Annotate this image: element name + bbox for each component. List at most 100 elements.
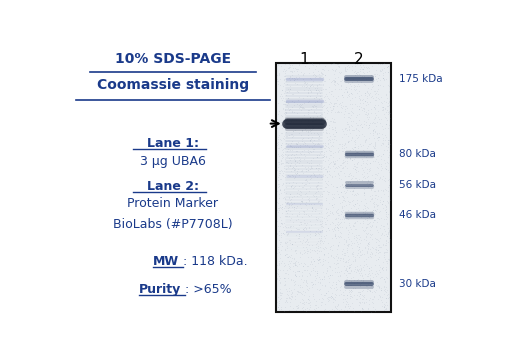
Point	[333, 80, 341, 86]
Point	[288, 194, 296, 200]
Point	[383, 276, 391, 282]
Point	[365, 122, 373, 128]
Point	[357, 308, 365, 314]
Point	[303, 93, 311, 98]
Point	[375, 244, 383, 250]
Point	[379, 187, 387, 193]
Point	[360, 267, 368, 273]
Point	[347, 288, 356, 293]
Point	[286, 260, 294, 266]
Point	[316, 150, 324, 156]
Point	[319, 66, 327, 71]
Point	[289, 165, 297, 170]
Point	[371, 120, 380, 126]
Point	[342, 298, 350, 304]
Point	[338, 203, 346, 209]
Point	[315, 257, 323, 263]
Point	[289, 282, 297, 288]
Point	[347, 268, 355, 274]
Point	[314, 199, 322, 205]
Point	[353, 200, 361, 206]
Point	[328, 116, 336, 121]
Point	[330, 79, 338, 85]
Point	[351, 219, 359, 225]
Point	[280, 76, 288, 82]
Point	[321, 72, 330, 77]
Point	[384, 291, 392, 297]
Point	[320, 215, 328, 221]
Point	[328, 235, 336, 240]
Point	[324, 144, 333, 150]
Point	[343, 276, 351, 282]
Point	[335, 109, 343, 115]
Point	[384, 144, 392, 150]
Point	[278, 210, 286, 216]
Point	[350, 220, 358, 226]
Point	[279, 230, 287, 236]
Point	[283, 92, 291, 98]
Point	[384, 184, 392, 190]
Point	[351, 226, 359, 232]
Point	[299, 104, 308, 109]
Point	[371, 141, 379, 147]
Point	[307, 166, 315, 171]
Point	[349, 165, 357, 171]
Point	[331, 195, 339, 201]
Point	[344, 75, 353, 81]
Point	[323, 296, 332, 302]
Point	[327, 252, 335, 258]
Point	[342, 103, 350, 109]
Point	[310, 109, 318, 114]
Point	[308, 118, 316, 124]
Point	[287, 183, 295, 189]
Point	[374, 203, 382, 209]
Point	[276, 255, 284, 261]
Point	[342, 267, 351, 273]
Point	[319, 86, 328, 91]
Point	[304, 132, 312, 138]
Point	[291, 161, 299, 167]
Point	[344, 253, 352, 259]
Point	[300, 289, 309, 295]
Point	[326, 246, 334, 252]
Point	[361, 228, 369, 233]
Point	[304, 254, 312, 260]
Point	[367, 233, 375, 238]
Point	[310, 296, 318, 302]
Point	[340, 111, 348, 117]
Point	[284, 172, 292, 177]
Point	[316, 256, 324, 262]
Point	[336, 176, 344, 182]
Point	[280, 231, 288, 237]
Point	[341, 251, 349, 256]
Point	[342, 266, 351, 272]
Point	[355, 71, 363, 76]
Point	[380, 147, 388, 153]
Point	[331, 82, 339, 87]
Point	[334, 219, 342, 225]
Point	[382, 289, 390, 295]
Point	[365, 301, 373, 307]
Point	[381, 249, 389, 255]
Point	[335, 141, 343, 147]
Point	[380, 307, 388, 312]
Point	[313, 269, 321, 274]
Point	[380, 252, 388, 258]
Point	[378, 107, 386, 113]
Point	[347, 63, 356, 69]
Point	[294, 209, 303, 215]
Point	[336, 221, 344, 226]
Point	[299, 263, 307, 269]
Point	[324, 260, 333, 265]
Point	[373, 130, 381, 136]
Point	[334, 243, 342, 248]
Point	[312, 207, 320, 212]
Point	[326, 160, 334, 166]
Point	[381, 278, 389, 284]
Point	[352, 164, 360, 170]
Point	[372, 244, 380, 250]
Point	[330, 255, 338, 261]
Point	[292, 217, 300, 223]
Point	[321, 283, 329, 289]
Point	[334, 302, 342, 307]
